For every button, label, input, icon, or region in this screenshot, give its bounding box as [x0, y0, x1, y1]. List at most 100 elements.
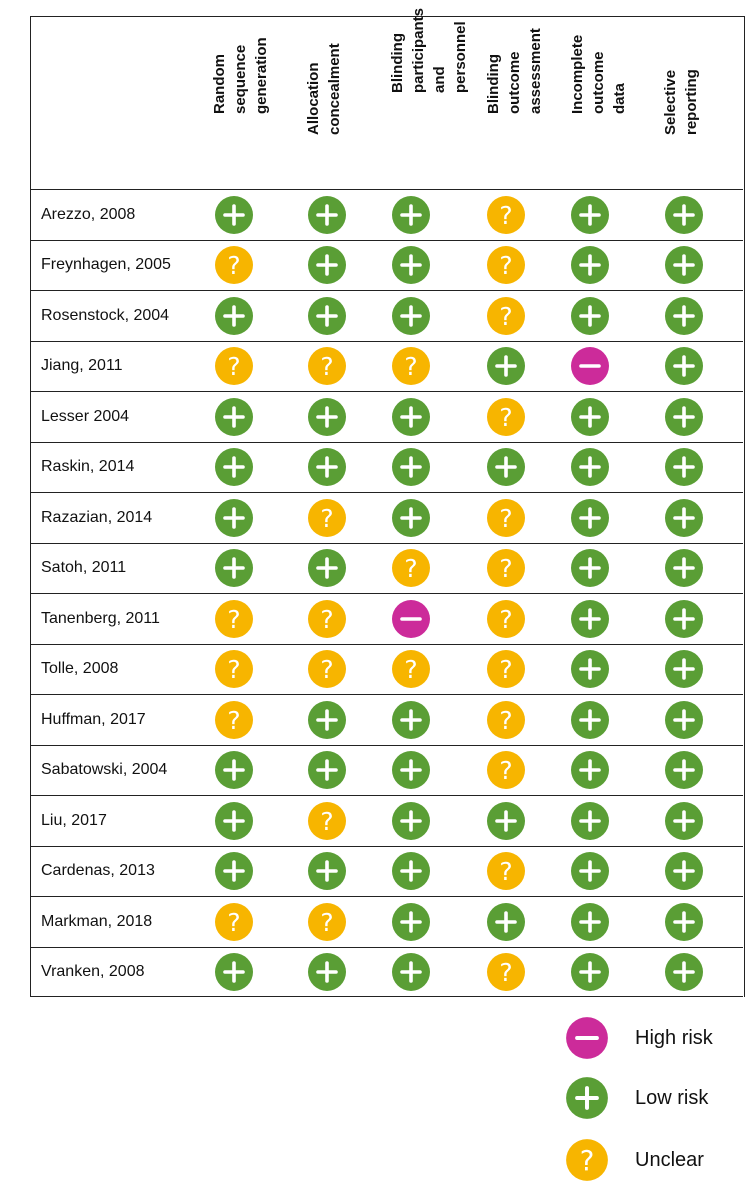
unclear-risk-icon: ? [215, 599, 253, 638]
plus-icon [400, 304, 422, 327]
unclear-circle [215, 347, 253, 386]
column-header-label: Selective reporting [662, 69, 700, 135]
rating-cell-incomplete [570, 902, 610, 942]
plus-icon [400, 809, 422, 832]
rating-cell-random [214, 397, 254, 437]
plus-icon [673, 557, 695, 580]
question-mark-icon: ? [499, 756, 512, 785]
low-risk-icon [215, 448, 253, 487]
legend-label: Low risk [635, 1086, 709, 1109]
rating-cell-blind_part [391, 700, 431, 740]
table-row: Markman, 2018?? [31, 896, 743, 947]
unclear-risk-icon: ? [308, 498, 346, 537]
rating-cell-allocation [307, 397, 347, 437]
rating-cell-selective [664, 851, 704, 891]
low-risk-icon [665, 650, 703, 689]
study-label: Razazian, 2014 [41, 508, 153, 526]
low-risk-icon [215, 852, 253, 891]
unclear-circle [308, 650, 346, 689]
plus-icon [579, 304, 601, 327]
study-label: Freynhagen, 2005 [41, 256, 171, 274]
low-risk-icon [571, 246, 609, 285]
low-risk-icon [392, 296, 430, 335]
table-row: Razazian, 2014?? [31, 492, 743, 543]
low-risk-icon [571, 751, 609, 790]
table-row: Huffman, 2017?? [31, 694, 743, 745]
plus-icon [400, 708, 422, 731]
question-mark-icon: ? [404, 655, 417, 684]
question-mark-icon: ? [499, 655, 512, 684]
low-risk-icon [487, 801, 525, 840]
low-risk-icon [665, 852, 703, 891]
table-row: Rosenstock, 2004? [31, 290, 743, 341]
low-risk-icon [665, 397, 703, 436]
unclear-risk-icon: ? [308, 801, 346, 840]
rating-cell-incomplete [570, 296, 610, 336]
unclear-risk-icon: ? [215, 347, 253, 386]
low-risk-icon [571, 700, 609, 739]
question-mark-icon: ? [499, 201, 512, 230]
low-risk-icon [392, 700, 430, 739]
unclear-circle [487, 195, 525, 234]
rating-cell-allocation [307, 952, 347, 992]
study-label: Sabatowski, 2004 [41, 761, 168, 779]
low-risk-icon [215, 952, 253, 991]
plus-icon [316, 254, 338, 277]
study-label: Satoh, 2011 [41, 559, 127, 577]
question-mark-icon: ? [499, 958, 512, 987]
rating-cell-allocation [307, 245, 347, 285]
plus-icon [579, 809, 601, 832]
plus-icon [400, 456, 422, 479]
rating-cell-random [214, 296, 254, 336]
unclear-circle [308, 347, 346, 386]
rating-cell-selective [664, 649, 704, 689]
rating-cell-blind_outcome [486, 902, 526, 942]
unclear-risk-icon: ? [487, 246, 525, 285]
high-risk-icon [566, 1017, 608, 1059]
plus-icon [673, 658, 695, 681]
unclear-risk-icon: ? [487, 650, 525, 689]
low-risk-icon [665, 195, 703, 234]
rating-cell-blind_outcome: ? [486, 700, 526, 740]
rating-cell-blind_part [391, 195, 431, 235]
rating-cell-allocation [307, 296, 347, 336]
low-risk-icon [571, 650, 609, 689]
low-risk-icon [487, 448, 525, 487]
rating-cell-blind_outcome: ? [486, 245, 526, 285]
rating-cell-blind_part: ? [391, 346, 431, 386]
unclear-risk-icon: ? [487, 498, 525, 537]
plus-icon [579, 860, 601, 883]
unclear-circle [487, 549, 525, 588]
study-label: Raskin, 2014 [41, 458, 135, 476]
table-row: Jiang, 2011??? [31, 340, 743, 392]
plus-icon [673, 355, 695, 378]
study-label: Jiang, 2011 [41, 357, 123, 375]
column-header-blind_outcome: Blinding outcome assessment [483, 17, 563, 189]
question-mark-icon: ? [227, 605, 240, 634]
risk-of-bias-table: Random sequence generation Allocation con… [30, 8, 745, 997]
study-label: Lesser 2004 [41, 407, 130, 425]
column-header-label: Allocation concealment [305, 43, 343, 135]
legend-item-low: Low risk [565, 1076, 745, 1120]
low-risk-icon [392, 801, 430, 840]
rating-cell-allocation: ? [307, 801, 347, 841]
rating-cell-blind_outcome: ? [486, 599, 526, 639]
low-risk-icon [487, 902, 525, 941]
question-mark-icon: ? [320, 655, 333, 684]
low-risk-icon [308, 195, 346, 234]
rating-cell-blind_outcome: ? [486, 498, 526, 538]
rating-cell-selective [664, 195, 704, 235]
rating-cell-incomplete [570, 397, 610, 437]
rating-cell-allocation [307, 750, 347, 790]
rating-cell-allocation: ? [307, 599, 347, 639]
question-mark-icon: ? [404, 554, 417, 583]
low-risk-icon [665, 347, 703, 386]
rating-cell-allocation: ? [307, 498, 347, 538]
plus-icon [495, 910, 517, 933]
low-risk-icon [308, 751, 346, 790]
unclear-circle [215, 902, 253, 941]
low-risk-icon [392, 902, 430, 941]
rating-cell-blind_outcome [486, 801, 526, 841]
rating-cell-random [214, 851, 254, 891]
low-risk-icon [571, 498, 609, 537]
